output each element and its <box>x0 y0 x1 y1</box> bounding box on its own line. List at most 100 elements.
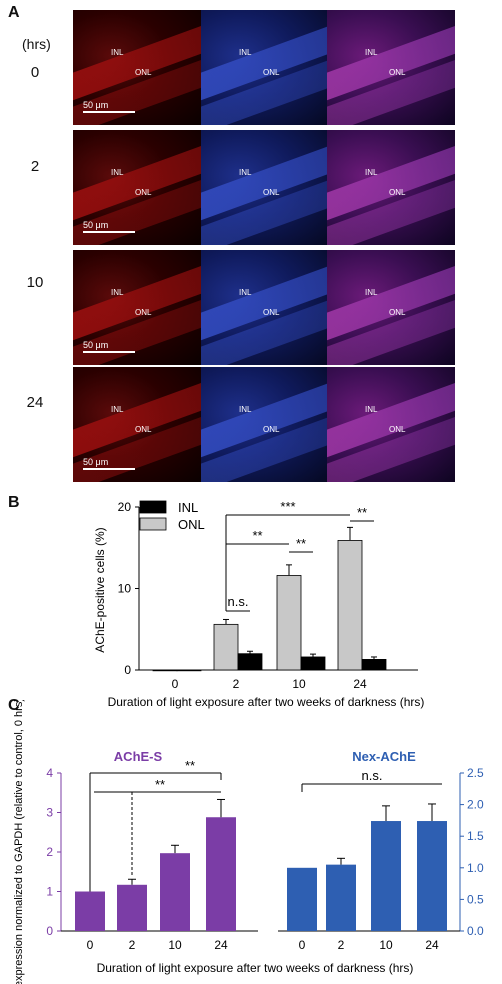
chart-b-y-axis-title: AChE-positive cells (%) <box>93 527 107 652</box>
x-tick-label: 10 <box>292 677 306 691</box>
chart-c-y-axis-title: mRNA expression normalized to GAPDH (rel… <box>13 700 25 984</box>
legend-label-inl: INL <box>178 500 198 515</box>
panel-c-label: C <box>8 697 20 714</box>
panel-a-label: A <box>8 4 20 21</box>
legend-label-onl: ONL <box>178 517 205 532</box>
left-y-tick-label: 0 <box>46 924 53 938</box>
micrograph-image: INL ONL <box>327 10 455 125</box>
bar-onl <box>337 540 363 671</box>
inl-label: INL <box>239 168 252 177</box>
bar-inl <box>300 656 326 671</box>
onl-label: ONL <box>135 425 152 434</box>
right-y-tick-label: 1.5 <box>467 829 484 843</box>
y-tick-label: 0 <box>124 663 131 677</box>
bar-onl <box>276 575 302 671</box>
inl-label: INL <box>239 288 252 297</box>
nex-ache-bar <box>417 821 447 931</box>
inl-label: INL <box>111 168 124 177</box>
left-y-tick-label: 2 <box>46 845 53 859</box>
sig-2-10-label: ** <box>252 528 262 543</box>
ache-s-bar <box>117 884 147 931</box>
left-y-tick-label: 1 <box>46 885 53 899</box>
micrograph-image: INL ONL <box>327 250 455 365</box>
micrograph-image: INL ONL 50 μm <box>73 130 201 245</box>
chart-c-x-axis-title: Duration of light exposure after two wee… <box>97 961 414 975</box>
y-tick-label: 10 <box>118 582 132 596</box>
inl-label: INL <box>111 288 124 297</box>
inl-label: INL <box>239 48 252 57</box>
micrograph-image: INL ONL <box>201 250 329 365</box>
right-y-tick-label: 0.5 <box>467 892 484 906</box>
inl-label: INL <box>365 168 378 177</box>
time-label: 10 <box>26 274 44 291</box>
time-label: 0 <box>30 64 40 81</box>
scale-bar <box>83 231 135 233</box>
micrograph-image: INL ONL <box>201 367 329 482</box>
nex-ache-bar <box>326 864 356 931</box>
x-tick-label: 24 <box>214 938 228 952</box>
bar-chart-mrna-expression: 0 1 2 3 4 0.0 0.5 1.0 1.5 2.0 2.5 AChE-S Nex-AChE 0 2 1… <box>13 700 484 984</box>
legend-swatch-inl <box>139 500 167 514</box>
onl-label: ONL <box>389 68 406 77</box>
bar-onl <box>152 669 178 672</box>
micrograph-image: INL ONL <box>327 130 455 245</box>
left-y-tick-label: 3 <box>46 806 53 820</box>
sig-0-24-label: ** <box>185 758 195 773</box>
onl-label: ONL <box>263 188 280 197</box>
micrograph-image: INL ONL 50 μm <box>73 250 201 365</box>
sig-ns-label: n.s. <box>228 594 249 609</box>
left-y-tick-label: 4 <box>46 766 53 780</box>
scale-bar-label: 50 μm <box>83 220 109 230</box>
onl-label: ONL <box>135 188 152 197</box>
scale-bar <box>83 111 135 113</box>
scale-bar-label: 50 μm <box>83 100 109 110</box>
scale-bar <box>83 468 135 470</box>
nex-ache-bar <box>371 821 401 931</box>
nex-ache-bar <box>287 867 317 931</box>
x-tick-label: 2 <box>129 938 136 952</box>
micrograph-image: INL ONL <box>327 367 455 482</box>
right-y-tick-label: 1.0 <box>467 861 484 875</box>
bar-inl <box>176 669 202 672</box>
right-y-tick-label: 2.0 <box>467 798 484 812</box>
right-y-tick-label: 2.5 <box>467 766 484 780</box>
time-label: 24 <box>26 394 44 411</box>
onl-label: ONL <box>135 308 152 317</box>
legend-swatch-onl <box>139 517 167 531</box>
inl-label: INL <box>365 405 378 414</box>
x-tick-label: 0 <box>299 938 306 952</box>
bar-onl <box>213 623 239 671</box>
ache-s-bar <box>75 891 105 931</box>
x-tick-label: 2 <box>233 677 240 691</box>
x-tick-label: 2 <box>338 938 345 952</box>
group-title-ache-s: AChE-S <box>114 749 163 764</box>
time-label: 2 <box>30 158 40 175</box>
panel-b-label: B <box>8 494 20 511</box>
micrograph-image: INL ONL 50 μm <box>73 367 201 482</box>
scale-bar <box>83 351 135 353</box>
x-tick-label: 0 <box>172 677 179 691</box>
group-title-nex-ache: Nex-AChE <box>352 749 416 764</box>
onl-label: ONL <box>135 68 152 77</box>
chart-b-x-axis-title: Duration of light exposure after two wee… <box>108 695 425 709</box>
ache-s-bar <box>160 853 190 931</box>
bar-inl <box>361 659 387 671</box>
scale-bar-label: 50 μm <box>83 457 109 467</box>
onl-label: ONL <box>263 308 280 317</box>
x-tick-label: 10 <box>168 938 182 952</box>
x-tick-label: 0 <box>87 938 94 952</box>
inl-label: INL <box>111 48 124 57</box>
x-tick-label: 10 <box>379 938 393 952</box>
onl-label: ONL <box>389 425 406 434</box>
scale-bar-label: 50 μm <box>83 340 109 350</box>
inl-label: INL <box>111 405 124 414</box>
sig-2-24-label: *** <box>280 499 295 514</box>
inl-label: INL <box>365 48 378 57</box>
onl-label: ONL <box>389 188 406 197</box>
onl-label: ONL <box>263 68 280 77</box>
sig-10-label: ** <box>296 536 306 551</box>
micrograph-image: INL ONL <box>201 10 329 125</box>
micrograph-image: INL ONL 50 μm <box>73 10 201 125</box>
ache-s-bar <box>206 817 236 931</box>
x-tick-label: 24 <box>353 677 367 691</box>
